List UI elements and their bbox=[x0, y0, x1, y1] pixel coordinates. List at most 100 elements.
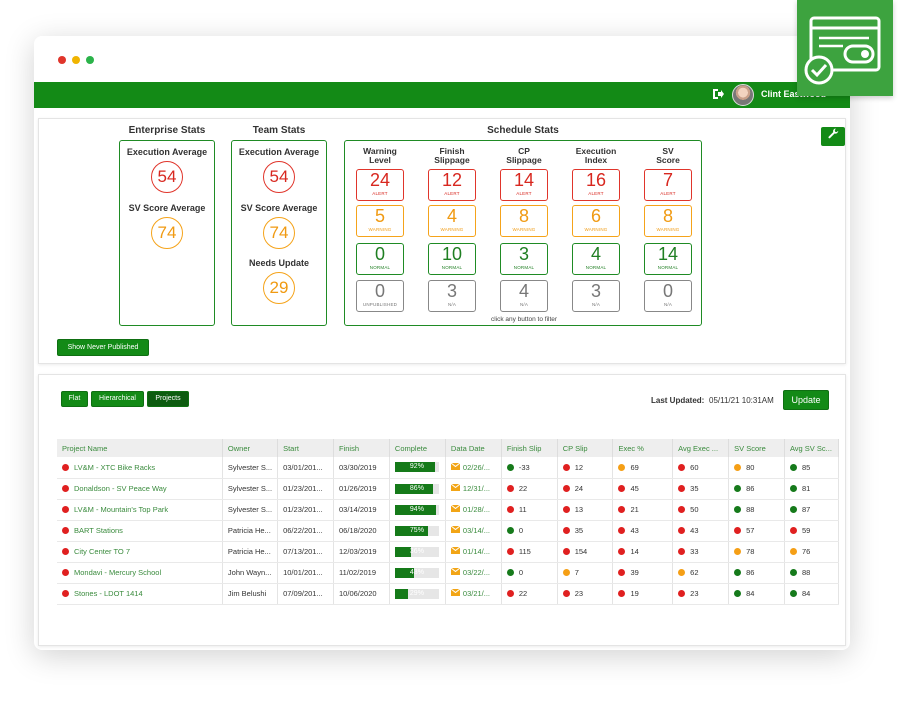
schedule-filter-tile[interactable]: 4 N/A bbox=[500, 280, 548, 312]
projects-view-button[interactable]: Projects bbox=[147, 391, 189, 407]
team-exec-value[interactable]: 54 bbox=[263, 161, 295, 193]
table-row[interactable]: Mondavi - Mercury School John Wayn... 10/0… bbox=[57, 562, 840, 584]
status-dot-icon bbox=[62, 590, 69, 597]
avatar[interactable] bbox=[732, 84, 754, 106]
schedule-filter-tile[interactable]: 14 ALERT bbox=[500, 169, 548, 201]
update-button[interactable]: Update bbox=[783, 390, 829, 410]
enterprise-exec-value[interactable]: 54 bbox=[151, 161, 183, 193]
team-sv-value[interactable]: 74 bbox=[263, 217, 295, 249]
column-header[interactable]: SV Score bbox=[728, 439, 785, 457]
schedule-filter-tile[interactable]: 8 WARNING bbox=[644, 205, 692, 237]
data-date-cell[interactable]: 03/22/... bbox=[445, 562, 502, 584]
envelope-icon[interactable] bbox=[450, 525, 461, 535]
column-header[interactable]: Complete bbox=[389, 439, 446, 457]
table-row[interactable]: Stones - LDOT 1414 Jim Belushi 07/09/201..… bbox=[57, 583, 840, 605]
envelope-icon[interactable] bbox=[450, 588, 461, 598]
team-needs-value[interactable]: 29 bbox=[263, 272, 295, 304]
user-name[interactable]: Clint Eastwood bbox=[761, 89, 826, 99]
last-updated-label: Last Updated: bbox=[651, 396, 705, 405]
team-stats-title: Team Stats bbox=[252, 125, 306, 136]
start-cell: 06/22/201... bbox=[277, 520, 335, 542]
avg-exec-cell-value: 62 bbox=[690, 568, 699, 577]
schedule-filter-tile[interactable]: 4 NORMAL bbox=[572, 243, 620, 275]
column-header[interactable]: Project Name bbox=[57, 439, 223, 457]
schedule-filter-tile[interactable]: 12 ALERT bbox=[428, 169, 476, 201]
schedule-filter-tile[interactable]: 3 NORMAL bbox=[500, 243, 548, 275]
project-name-link[interactable]: Stones - LDOT 1414 bbox=[74, 589, 143, 598]
schedule-filter-tile[interactable]: 8 WARNING bbox=[500, 205, 548, 237]
column-header[interactable]: Data Date bbox=[445, 439, 502, 457]
project-name-link[interactable]: BART Stations bbox=[74, 526, 123, 535]
envelope-icon[interactable] bbox=[450, 567, 461, 577]
column-header[interactable]: CP Slip bbox=[557, 439, 614, 457]
column-header[interactable]: Finish bbox=[333, 439, 390, 457]
progress-percent: 43% bbox=[409, 568, 424, 576]
envelope-icon[interactable] bbox=[450, 483, 461, 493]
data-date-cell[interactable]: 01/14/... bbox=[445, 541, 502, 563]
status-dot-icon bbox=[734, 527, 742, 534]
table-row[interactable]: Donaldson - SV Peace Way Sylvester S... 01… bbox=[57, 478, 840, 500]
schedule-filter-tile[interactable]: 0 UNPUBLISHED bbox=[356, 280, 404, 312]
status-dot-icon bbox=[789, 463, 797, 471]
schedule-filter-tile[interactable]: 4 WARNING bbox=[428, 205, 476, 237]
minimize-dot[interactable] bbox=[72, 56, 80, 64]
column-header[interactable]: Avg SV Sc... bbox=[784, 439, 840, 457]
exec-cell: 19 bbox=[612, 583, 674, 605]
project-name-cell[interactable]: Stones - LDOT 1414 bbox=[57, 583, 223, 605]
status-dot-icon bbox=[562, 485, 570, 492]
envelope-icon[interactable] bbox=[450, 504, 461, 514]
logout-icon[interactable] bbox=[712, 88, 724, 103]
data-date-cell[interactable]: 12/31/... bbox=[445, 478, 502, 500]
show-never-published-button[interactable]: Show Never Published bbox=[57, 339, 149, 356]
data-date-cell[interactable]: 03/21/... bbox=[445, 583, 502, 605]
team-exec-label: Execution Average bbox=[238, 147, 320, 157]
project-name-cell[interactable]: Donaldson - SV Peace Way bbox=[57, 478, 223, 500]
table-row[interactable]: LV&M - XTC Bike Racks Sylvester S... 03/01… bbox=[57, 457, 840, 479]
data-date-cell[interactable]: 02/26/... bbox=[445, 457, 502, 479]
schedule-filter-tile[interactable]: 24 ALERT bbox=[356, 169, 404, 201]
data-date-cell[interactable]: 03/14/... bbox=[445, 520, 502, 542]
schedule-filter-tile[interactable]: 7 ALERT bbox=[644, 169, 692, 201]
project-name-cell[interactable]: LV&M - Mountain's Top Park bbox=[57, 499, 223, 521]
progress-fill bbox=[394, 567, 414, 578]
project-name-link[interactable]: City Center TO 7 bbox=[74, 547, 130, 556]
project-name-cell[interactable]: Mondavi - Mercury School bbox=[57, 562, 223, 584]
schedule-filter-tile[interactable]: 6 WARNING bbox=[572, 205, 620, 237]
maximize-dot[interactable] bbox=[86, 56, 94, 64]
schedule-filter-tile[interactable]: 3 N/A bbox=[428, 280, 476, 312]
avg-exec-cell: 62 bbox=[672, 562, 730, 584]
project-name-cell[interactable]: LV&M - XTC Bike Racks bbox=[57, 457, 223, 479]
table-row[interactable]: LV&M - Mountain's Top Park Sylvester S...… bbox=[57, 499, 840, 521]
project-name-link[interactable]: LV&M - Mountain's Top Park bbox=[74, 505, 169, 514]
table-row[interactable]: City Center TO 7 Patricia He... 07/13/201.… bbox=[57, 541, 840, 563]
hierarchical-view-button[interactable]: Hierarchical bbox=[91, 391, 144, 407]
flat-view-button[interactable]: Flat bbox=[61, 391, 88, 407]
project-name-cell[interactable]: City Center TO 7 bbox=[57, 541, 223, 563]
enterprise-sv-value[interactable]: 74 bbox=[151, 217, 183, 249]
complete-cell: 43% bbox=[389, 562, 446, 584]
data-date-cell[interactable]: 01/28/... bbox=[445, 499, 502, 521]
column-header[interactable]: Finish Slip bbox=[501, 439, 558, 457]
schedule-filter-tile[interactable]: 0 N/A bbox=[644, 280, 692, 312]
close-dot[interactable] bbox=[58, 56, 66, 64]
project-name-link[interactable]: Mondavi - Mercury School bbox=[74, 568, 162, 577]
wrench-icon[interactable] bbox=[821, 127, 845, 146]
schedule-filter-tile[interactable]: 3 N/A bbox=[572, 280, 620, 312]
schedule-filter-tile[interactable]: 5 WARNING bbox=[356, 205, 404, 237]
column-header[interactable]: Owner bbox=[222, 439, 279, 457]
schedule-filter-tile[interactable]: 0 NORMAL bbox=[356, 243, 404, 275]
schedule-filter-tile[interactable]: 10 NORMAL bbox=[428, 243, 476, 275]
project-name-link[interactable]: LV&M - XTC Bike Racks bbox=[74, 462, 156, 472]
cp-slip-cell: 12 bbox=[557, 457, 614, 479]
project-name-link[interactable]: Donaldson - SV Peace Way bbox=[74, 484, 167, 493]
envelope-icon[interactable] bbox=[450, 462, 461, 472]
column-header[interactable]: Start bbox=[277, 439, 335, 457]
schedule-filter-tile[interactable]: 16 ALERT bbox=[572, 169, 620, 201]
table-row[interactable]: BART Stations Patricia He... 06/22/201... 0… bbox=[57, 520, 840, 542]
column-header[interactable]: Exec % bbox=[612, 439, 674, 457]
project-name-cell[interactable]: BART Stations bbox=[57, 520, 223, 542]
schedule-filter-tile[interactable]: 14 NORMAL bbox=[644, 243, 692, 275]
column-header[interactable]: Avg Exec ... bbox=[672, 439, 730, 457]
envelope-icon[interactable] bbox=[450, 546, 461, 556]
status-dot-icon bbox=[562, 548, 570, 555]
